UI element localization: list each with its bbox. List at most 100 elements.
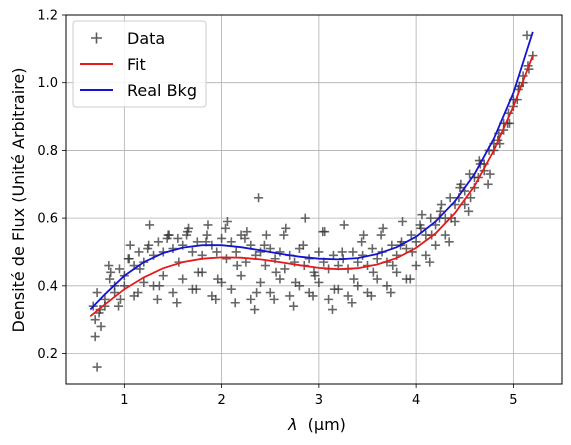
- data-point: [378, 223, 388, 233]
- data-point: [483, 179, 493, 189]
- data-point: [298, 240, 308, 250]
- data-point: [162, 233, 172, 243]
- y-axis-label: Densité de Flux (Unité Arbitraire): [9, 68, 28, 333]
- data-point: [202, 230, 212, 240]
- data-point: [110, 288, 120, 298]
- data-point: [187, 247, 197, 257]
- data-point: [372, 274, 382, 284]
- data-point: [240, 233, 250, 243]
- data-point: [217, 233, 227, 243]
- data-point: [222, 217, 232, 227]
- data-point: [115, 294, 125, 304]
- data-point: [211, 294, 221, 304]
- data-point: [269, 294, 279, 304]
- data-point: [357, 237, 367, 247]
- x-tick-label: 5: [509, 393, 517, 408]
- data-point: [134, 247, 144, 257]
- data-point: [398, 217, 408, 227]
- data-point: [314, 247, 324, 257]
- data-point: [104, 261, 114, 271]
- data-point: [411, 237, 421, 247]
- data-point: [213, 274, 223, 284]
- data-point: [366, 291, 376, 301]
- data-point: [324, 294, 334, 304]
- data-point: [421, 250, 431, 260]
- data-point: [212, 247, 222, 257]
- data-point: [193, 267, 203, 277]
- data-point: [105, 274, 115, 284]
- data-point: [106, 267, 116, 277]
- data-point: [445, 193, 455, 203]
- data-point: [250, 305, 260, 315]
- data-point: [154, 281, 164, 291]
- x-axis-label-unit: (µm): [308, 415, 346, 434]
- data-point: [280, 264, 290, 274]
- fit-line: [89, 55, 534, 317]
- legend-box: [72, 20, 207, 108]
- data-point: [436, 200, 446, 210]
- data-point: [485, 169, 495, 179]
- x-tick-label: 3: [315, 393, 323, 408]
- data-point: [261, 230, 271, 240]
- data-point: [347, 298, 357, 308]
- data-point: [203, 220, 213, 230]
- data-point: [254, 193, 264, 203]
- data-point: [368, 267, 378, 277]
- data-point: [411, 261, 421, 271]
- data-point: [310, 271, 320, 281]
- data-point: [464, 206, 474, 216]
- data-point: [327, 305, 337, 315]
- data-point: [114, 264, 124, 274]
- data-point: [143, 244, 153, 254]
- data-point: [252, 288, 262, 298]
- data-point: [431, 240, 441, 250]
- data-point: [246, 294, 256, 304]
- data-point: [376, 230, 386, 240]
- data-point: [440, 230, 450, 240]
- data-point: [289, 301, 299, 311]
- data-point: [358, 250, 368, 260]
- data-point: [236, 271, 246, 281]
- data-point: [318, 227, 328, 237]
- data-point: [241, 257, 251, 267]
- data-point: [367, 244, 377, 254]
- data-point: [123, 254, 133, 264]
- data-point: [125, 240, 135, 250]
- data-point: [444, 237, 454, 247]
- data-point: [92, 362, 102, 372]
- data-point: [329, 284, 339, 294]
- data-point: [522, 30, 532, 40]
- y-tick-label: 1.2: [37, 9, 58, 24]
- data-point: [401, 244, 411, 254]
- data-point: [220, 223, 230, 233]
- data-point: [291, 277, 301, 287]
- data-point: [435, 206, 445, 216]
- legend-item-data: Data: [91, 29, 165, 48]
- y-tick-label: 0.6: [37, 212, 58, 227]
- data-point: [353, 257, 363, 267]
- data-point: [405, 274, 415, 284]
- x-axis-label: λ (µm): [287, 415, 346, 434]
- data-point: [256, 247, 266, 257]
- data-point: [314, 277, 324, 287]
- data-point: [145, 220, 155, 230]
- data-point: [281, 223, 291, 233]
- data-point: [265, 288, 275, 298]
- data-point: [359, 230, 369, 240]
- y-tick-label: 0.4: [37, 279, 58, 294]
- data-point: [231, 247, 241, 257]
- data-point: [426, 213, 436, 223]
- data-point: [279, 230, 289, 240]
- data-point: [172, 298, 182, 308]
- data-point: [308, 291, 318, 301]
- data-point: [152, 294, 162, 304]
- data-point: [133, 288, 143, 298]
- data-point: [382, 281, 392, 291]
- data-point: [353, 281, 363, 291]
- data-point: [232, 261, 242, 271]
- x-tick-label: 2: [217, 393, 225, 408]
- data-point: [343, 291, 353, 301]
- data-point: [300, 213, 310, 223]
- x-tick-label: 4: [412, 393, 420, 408]
